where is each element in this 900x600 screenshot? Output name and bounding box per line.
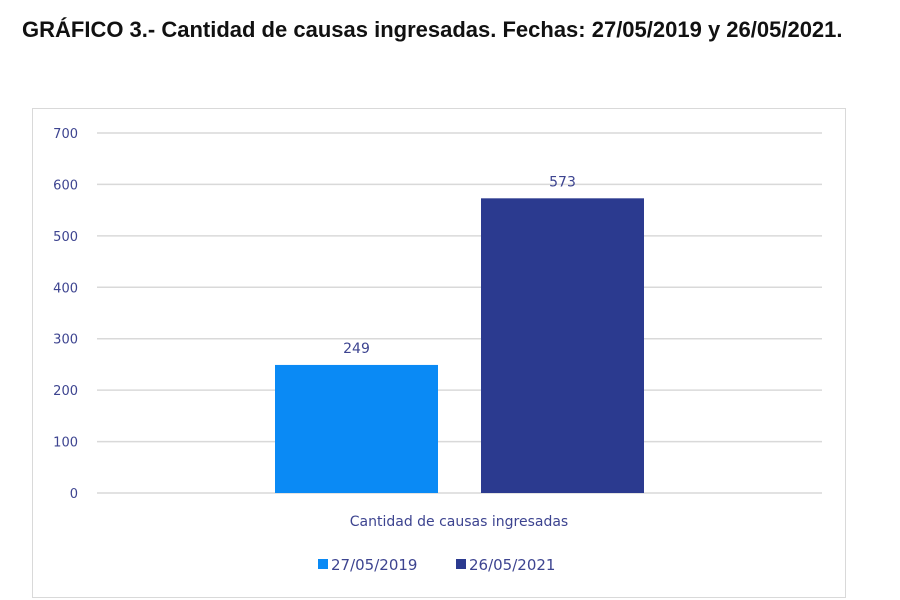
data-label: 249 [343, 341, 370, 357]
y-tick-label: 400 [53, 281, 78, 296]
bar-26/05/2021 [481, 198, 644, 494]
y-tick-label: 600 [53, 178, 78, 193]
y-tick-label: 300 [53, 333, 78, 348]
data-label: 573 [549, 174, 576, 190]
y-tick-label: 200 [53, 384, 78, 399]
legend-swatch [318, 559, 328, 569]
legend-label: 26/05/2021 [469, 556, 555, 574]
y-tick-label: 500 [53, 230, 78, 245]
legend-swatch [456, 559, 466, 569]
x-category-label: Cantidad de causas ingresadas [350, 514, 568, 530]
y-tick-label: 100 [53, 436, 78, 451]
legend-label: 27/05/2019 [331, 556, 417, 574]
y-tick-label: 0 [70, 487, 78, 502]
chart-frame [32, 108, 846, 598]
y-tick-label: 700 [53, 127, 78, 142]
chart-title: GRÁFICO 3.- Cantidad de causas ingresada… [22, 17, 843, 42]
bar-27/05/2019 [275, 364, 438, 493]
